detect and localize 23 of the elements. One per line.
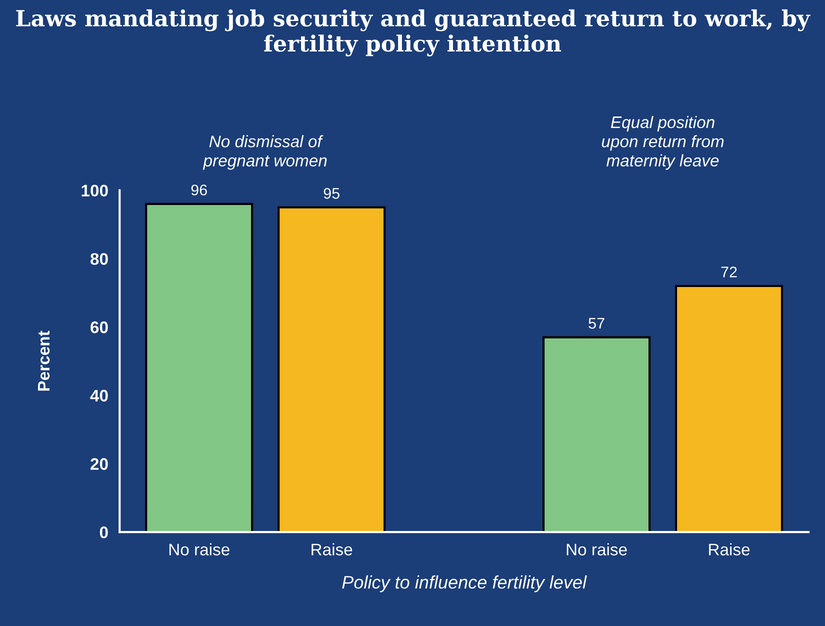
x-axis-title: Policy to influence fertility level xyxy=(342,575,587,592)
data-label: 57 xyxy=(588,318,604,329)
x-tick-label: No raise xyxy=(566,543,627,556)
bar xyxy=(278,206,386,532)
y-tick-label: 60 xyxy=(90,321,108,334)
data-label: 96 xyxy=(191,184,207,196)
bar xyxy=(145,202,254,532)
text: No dismissal of pregnant women xyxy=(202,135,327,170)
y-tick-label: 40 xyxy=(90,390,108,402)
y-tick-label: 0 xyxy=(100,526,108,538)
x-tick-label: Raise xyxy=(312,543,352,556)
y-tick-label: 80 xyxy=(90,253,108,265)
y-axis-title: Percent xyxy=(38,330,50,391)
y-tick-label: 20 xyxy=(90,458,108,470)
x-tick-label: Raise xyxy=(709,543,750,556)
bar xyxy=(674,284,784,532)
bar xyxy=(542,336,651,532)
y-tick-label: 100 xyxy=(82,184,108,197)
text: Equal position upon return from maternity leave xyxy=(602,116,724,170)
x-tick-label: No raise xyxy=(169,543,230,556)
data-label: 95 xyxy=(324,188,340,199)
chart-title: Laws mandating job security and guaranteed return to work, by fertility policy intention xyxy=(16,9,810,56)
data-label: 72 xyxy=(721,266,737,278)
